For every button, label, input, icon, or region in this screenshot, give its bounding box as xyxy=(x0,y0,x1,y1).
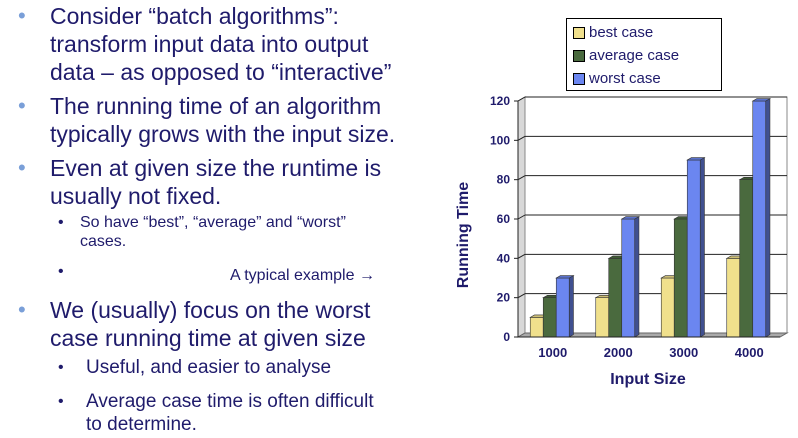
bullet-text: transform input data into output xyxy=(50,31,369,57)
bar-top xyxy=(620,216,641,220)
bar-side xyxy=(765,98,771,338)
bar-side xyxy=(634,216,640,338)
bullet-text: The running time of an algorithm xyxy=(50,93,382,119)
y-tick-label: 60 xyxy=(497,212,511,226)
y-tick-label: 120 xyxy=(490,94,510,108)
bullet-item: • We (usually) focus on the worst case run… xyxy=(18,296,370,352)
bullet-marker: • xyxy=(58,393,64,410)
bar-front xyxy=(752,100,767,338)
bar-chart: 0 20 40 60 80 100 120 1000 2000 3000 4000 Input Siz… xyxy=(455,94,789,388)
x-axis-title: Input Size xyxy=(610,371,686,388)
gridline xyxy=(517,175,526,181)
bullet-marker: • xyxy=(18,3,26,28)
bar-front xyxy=(686,159,701,338)
gridline xyxy=(517,293,526,299)
bullet-item: • So have “best”, “average” and “worst” ca… xyxy=(58,213,346,251)
legend-item: worst case xyxy=(573,68,721,91)
bullet-item: • Average case time is often difficult to … xyxy=(58,390,374,436)
bullet-text: to determine. xyxy=(86,414,197,435)
typical-example-note: A typical example → xyxy=(230,267,375,284)
bullet-text: So have “best”, “average” and “worst” xyxy=(80,214,346,231)
x-tick-label: 3000 xyxy=(669,345,698,360)
legend-item: average case xyxy=(573,45,721,68)
bullet-item: • The running time of an algorithm typical… xyxy=(18,92,395,148)
bar-front xyxy=(595,297,610,338)
gridline xyxy=(517,135,526,141)
bar xyxy=(686,157,706,338)
bar-side xyxy=(699,157,705,338)
bar xyxy=(555,275,575,338)
bullet-text: data – as opposed to “interactive” xyxy=(50,59,392,85)
legend-item: best case xyxy=(573,22,721,45)
bar-front xyxy=(621,218,636,338)
legend-label: best case xyxy=(589,24,654,41)
bullet-text: usually not fixed. xyxy=(50,183,222,209)
x-tick-label: 1000 xyxy=(538,345,567,360)
gridline xyxy=(517,214,526,220)
bullet-text: Useful, and easier to analyse xyxy=(86,357,332,378)
bullet-text: typically grows with the input size. xyxy=(50,121,396,147)
bar-side xyxy=(568,275,574,338)
bullet-marker: • xyxy=(18,93,26,118)
y-tick-label: 40 xyxy=(497,251,511,265)
bar-front xyxy=(726,258,741,338)
y-tick-label: 20 xyxy=(497,291,511,305)
bullet-text: case running time at given size xyxy=(50,325,366,351)
bullet-text: Average case time is often difficult xyxy=(86,391,374,412)
legend-swatch xyxy=(573,73,585,85)
y-tick-label: 80 xyxy=(497,173,511,187)
bar-front xyxy=(542,297,557,338)
bullet-text: We (usually) focus on the worst xyxy=(50,297,371,323)
bullet-marker: • xyxy=(58,214,64,231)
legend-swatch xyxy=(573,50,585,62)
bar-top xyxy=(751,98,772,102)
y-tick-label: 0 xyxy=(503,330,510,344)
bullet-text: Even at given size the runtime is xyxy=(50,155,382,181)
bullet-text: cases. xyxy=(80,233,127,250)
bar-top xyxy=(686,157,706,161)
bar-front xyxy=(660,277,675,338)
legend-label: average case xyxy=(589,47,680,64)
legend-label: worst case xyxy=(589,70,661,87)
bullet-marker: • xyxy=(18,155,26,180)
y-axis-title: Running Time xyxy=(455,182,472,288)
bullet-item: • Consider “batch algorithms”: transform i… xyxy=(18,2,391,86)
bar-front xyxy=(673,218,688,338)
chart-legend: best case average case worst case xyxy=(566,18,722,91)
bullet-text: Consider “batch algorithms”: xyxy=(50,3,339,29)
bar-top xyxy=(555,275,575,279)
bullet-marker: • xyxy=(58,359,64,376)
bullet-item: • Even at given size the runtime is usuall… xyxy=(18,154,381,210)
legend-swatch xyxy=(573,27,585,39)
bar-front xyxy=(555,277,570,338)
bullet-marker: • xyxy=(58,263,64,280)
bar-front xyxy=(529,317,544,338)
gridline xyxy=(517,96,526,102)
bar xyxy=(751,98,772,338)
x-tick-label: 4000 xyxy=(735,345,764,360)
bullet-marker: • xyxy=(18,297,26,322)
x-tick-label: 2000 xyxy=(604,345,633,360)
gridline xyxy=(517,253,526,259)
bar-front xyxy=(739,179,754,338)
bar xyxy=(620,216,641,338)
bullet-item: • Useful, and easier to analyse xyxy=(58,356,331,379)
y-tick-label: 100 xyxy=(490,133,510,147)
bar-front xyxy=(608,258,623,338)
